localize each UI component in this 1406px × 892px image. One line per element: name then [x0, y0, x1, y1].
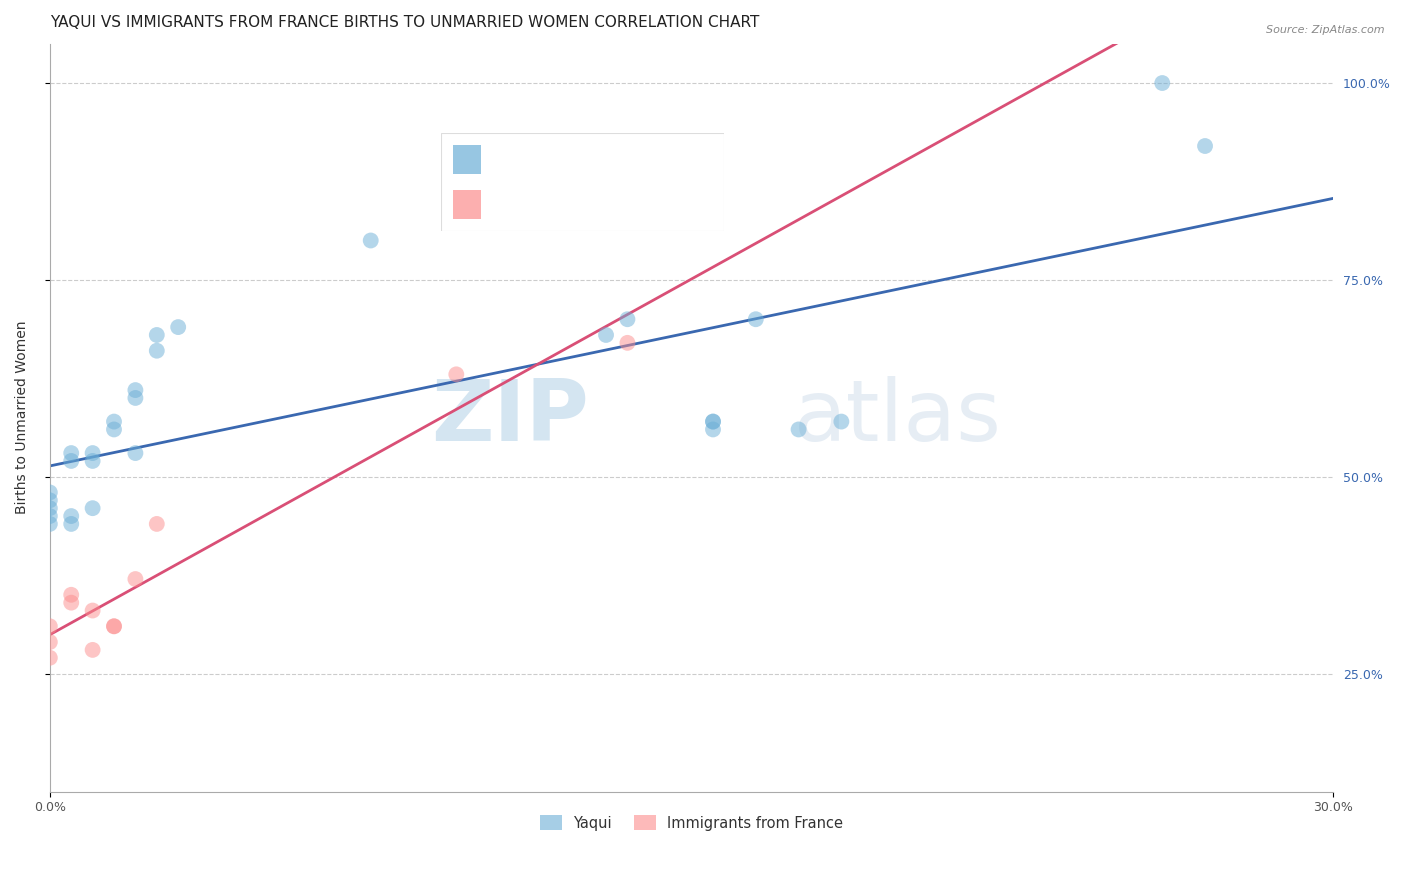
Point — [167, 320, 190, 334]
Legend: Yaqui, Immigrants from France: Yaqui, Immigrants from France — [534, 810, 849, 837]
Point — [82, 501, 104, 516]
Point — [38, 516, 60, 531]
Point — [60, 596, 83, 610]
Point — [124, 446, 146, 460]
Point — [702, 415, 724, 429]
Text: Source: ZipAtlas.com: Source: ZipAtlas.com — [1267, 25, 1385, 35]
Point — [124, 383, 146, 397]
Point — [103, 619, 125, 633]
Y-axis label: Births to Unmarried Women: Births to Unmarried Women — [15, 321, 30, 515]
Text: atlas: atlas — [794, 376, 1002, 459]
Point — [1152, 76, 1174, 90]
Point — [146, 328, 169, 343]
Point — [103, 415, 125, 429]
Point — [446, 368, 468, 382]
Point — [82, 603, 104, 617]
Point — [146, 343, 169, 358]
Point — [787, 422, 810, 436]
Point — [103, 619, 125, 633]
Point — [38, 650, 60, 665]
Point — [82, 446, 104, 460]
Point — [38, 493, 60, 508]
Point — [1194, 139, 1216, 153]
Point — [103, 422, 125, 436]
Point — [616, 312, 638, 326]
Text: ZIP: ZIP — [432, 376, 589, 459]
Point — [830, 415, 852, 429]
Point — [60, 516, 83, 531]
Point — [745, 312, 768, 326]
Text: YAQUI VS IMMIGRANTS FROM FRANCE BIRTHS TO UNMARRIED WOMEN CORRELATION CHART: YAQUI VS IMMIGRANTS FROM FRANCE BIRTHS T… — [49, 15, 759, 30]
Point — [60, 588, 83, 602]
Point — [38, 485, 60, 500]
Point — [360, 234, 382, 248]
Point — [146, 516, 169, 531]
Point — [38, 509, 60, 524]
Point — [38, 619, 60, 633]
Point — [60, 509, 83, 524]
Point — [60, 446, 83, 460]
Point — [702, 422, 724, 436]
Point — [38, 501, 60, 516]
Point — [38, 635, 60, 649]
Point — [60, 454, 83, 468]
Point — [616, 335, 638, 350]
Point — [82, 454, 104, 468]
Point — [595, 328, 617, 343]
Point — [82, 643, 104, 657]
Point — [124, 572, 146, 586]
Point — [124, 391, 146, 405]
Point — [702, 415, 724, 429]
